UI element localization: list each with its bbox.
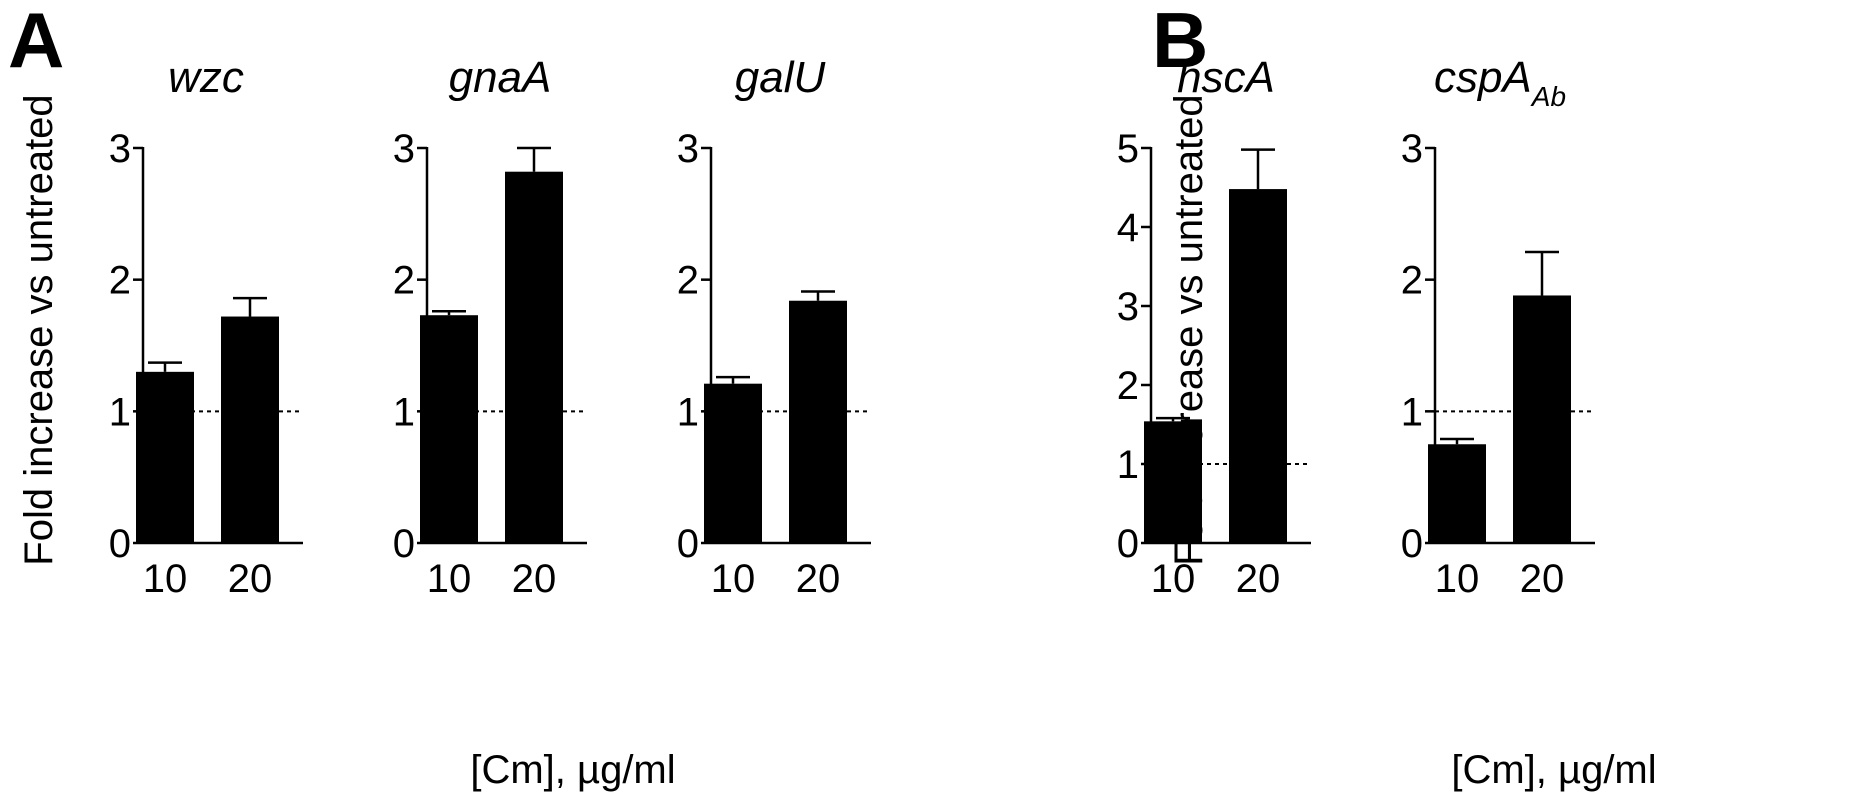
bar <box>1229 189 1287 543</box>
y-tick-label: 1 <box>109 390 131 434</box>
y-tick-label: 0 <box>1117 522 1139 566</box>
chart-hsca: hscA 10 20 0 1 2 3 4 5 <box>1117 53 1311 601</box>
y-tick-label: 1 <box>393 390 415 434</box>
x-tick-label: 20 <box>796 557 841 601</box>
panel-letter-a: A <box>8 0 64 84</box>
x-tick-label: 10 <box>1151 557 1196 601</box>
y-tick-label: 2 <box>1117 364 1139 408</box>
chart-cspa: cspAAb 10 20 0 1 2 3 <box>1401 53 1595 601</box>
chart-title: hscA <box>1177 53 1275 102</box>
x-tick-label: 10 <box>427 557 472 601</box>
chart-wzc: wzc 10 20 0 1 2 3 <box>109 53 303 601</box>
chart-title: gnaA <box>449 53 552 102</box>
x-tick-label: 20 <box>1520 557 1565 601</box>
y-tick-label: 3 <box>1117 285 1139 329</box>
y-tick-label: 3 <box>109 127 131 171</box>
x-tick-label: 20 <box>228 557 273 601</box>
chart-galu: galU 10 20 0 1 2 3 <box>677 53 871 601</box>
chart-title: wzc <box>168 53 244 102</box>
y-tick-label: 1 <box>1117 443 1139 487</box>
chart-title: cspAAb <box>1434 53 1566 112</box>
y-tick-label: 0 <box>393 522 415 566</box>
y-axis-label-a: Fold increase vs untreated <box>17 94 61 565</box>
x-tick-label: 10 <box>143 557 188 601</box>
bar <box>1428 444 1486 543</box>
y-tick-label: 4 <box>1117 206 1139 250</box>
y-tick-label: 3 <box>1401 127 1423 171</box>
x-tick-label: 20 <box>512 557 557 601</box>
bar <box>1144 421 1202 543</box>
x-axis-label-b: [Cm], µg/ml <box>1451 748 1656 792</box>
bar <box>505 171 563 543</box>
y-tick-label: 0 <box>677 522 699 566</box>
y-tick-label: 3 <box>393 127 415 171</box>
y-tick-label: 2 <box>1401 259 1423 303</box>
panel-letter-b: B <box>1152 0 1208 84</box>
bar <box>1513 295 1571 543</box>
y-tick-label: 2 <box>109 259 131 303</box>
y-tick-label: 0 <box>109 522 131 566</box>
y-tick-label: 2 <box>393 259 415 303</box>
bar <box>221 316 279 543</box>
y-tick-label: 5 <box>1117 127 1139 171</box>
x-axis-label-a: [Cm], µg/ml <box>470 748 675 792</box>
bar <box>136 371 194 543</box>
chart-gnaa: gnaA 10 20 0 1 2 3 <box>393 53 587 601</box>
x-tick-label: 10 <box>711 557 756 601</box>
y-tick-label: 1 <box>677 390 699 434</box>
x-tick-label: 10 <box>1435 557 1480 601</box>
bar <box>420 315 478 543</box>
bar <box>789 300 847 543</box>
y-tick-label: 3 <box>677 127 699 171</box>
y-tick-label: 0 <box>1401 522 1423 566</box>
x-tick-label: 20 <box>1236 557 1281 601</box>
chart-title: galU <box>735 53 826 102</box>
y-tick-label: 2 <box>677 259 699 303</box>
bar <box>704 383 762 543</box>
y-tick-label: 1 <box>1401 390 1423 434</box>
